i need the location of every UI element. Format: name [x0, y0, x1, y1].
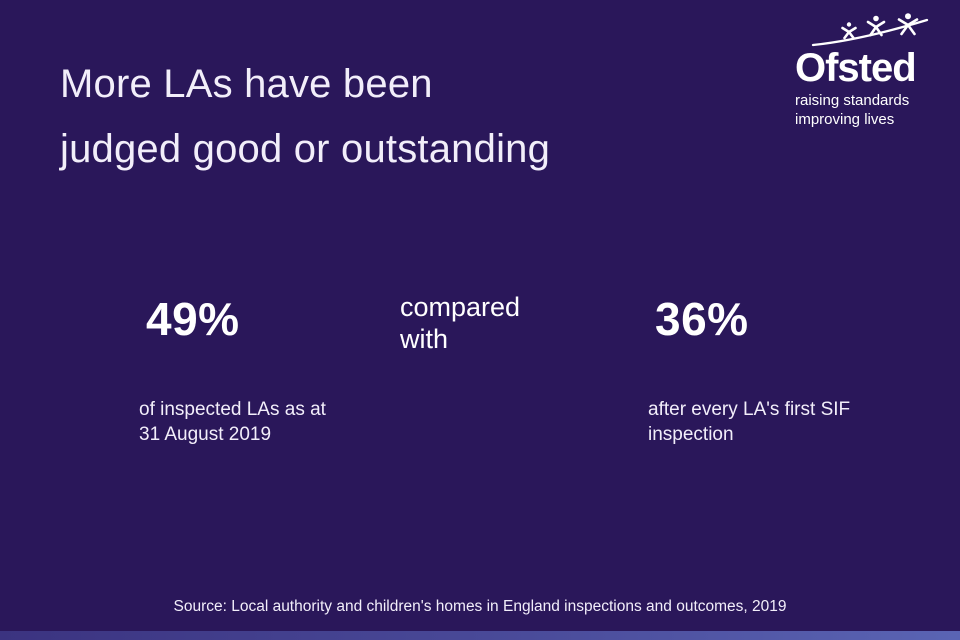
- source-note: Source: Local authority and children's h…: [173, 598, 787, 615]
- stat-caption-right: after every LA's first SIF inspection: [648, 398, 908, 447]
- caption-right-line-2: inspection: [648, 423, 734, 445]
- tagline-line-2: improving lives: [795, 110, 895, 128]
- title-line-2: judged good or outstanding: [60, 126, 551, 171]
- connector-line-2: with: [400, 323, 449, 354]
- caption-left-line-1: of inspected LAs as at: [139, 399, 326, 420]
- connector-line-1: compared: [400, 292, 521, 322]
- stat-caption-left: of inspected LAs as at 31 August 2019: [139, 398, 389, 447]
- comparison-connector: compared with: [400, 292, 560, 356]
- stat-value-left: 49%: [146, 293, 240, 345]
- caption-left-line-2: 31 August 2019: [139, 423, 272, 445]
- stat-value-right: 36%: [655, 293, 749, 345]
- title-line-1: More LAs have been: [60, 62, 433, 106]
- ofsted-logo: Ofsted raising standards improving lives: [795, 12, 945, 130]
- ofsted-figures-icon: [811, 13, 929, 47]
- tagline-line-1: raising standards: [795, 92, 910, 109]
- page-title: More LAs have been judged good or outsta…: [60, 52, 550, 182]
- ofsted-wordmark: Ofsted: [795, 46, 917, 90]
- bottom-accent-stripe: [0, 631, 960, 640]
- caption-right-line-1: after every LA's first SIF: [648, 399, 851, 420]
- ofsted-tagline: raising standards improving lives: [795, 92, 945, 130]
